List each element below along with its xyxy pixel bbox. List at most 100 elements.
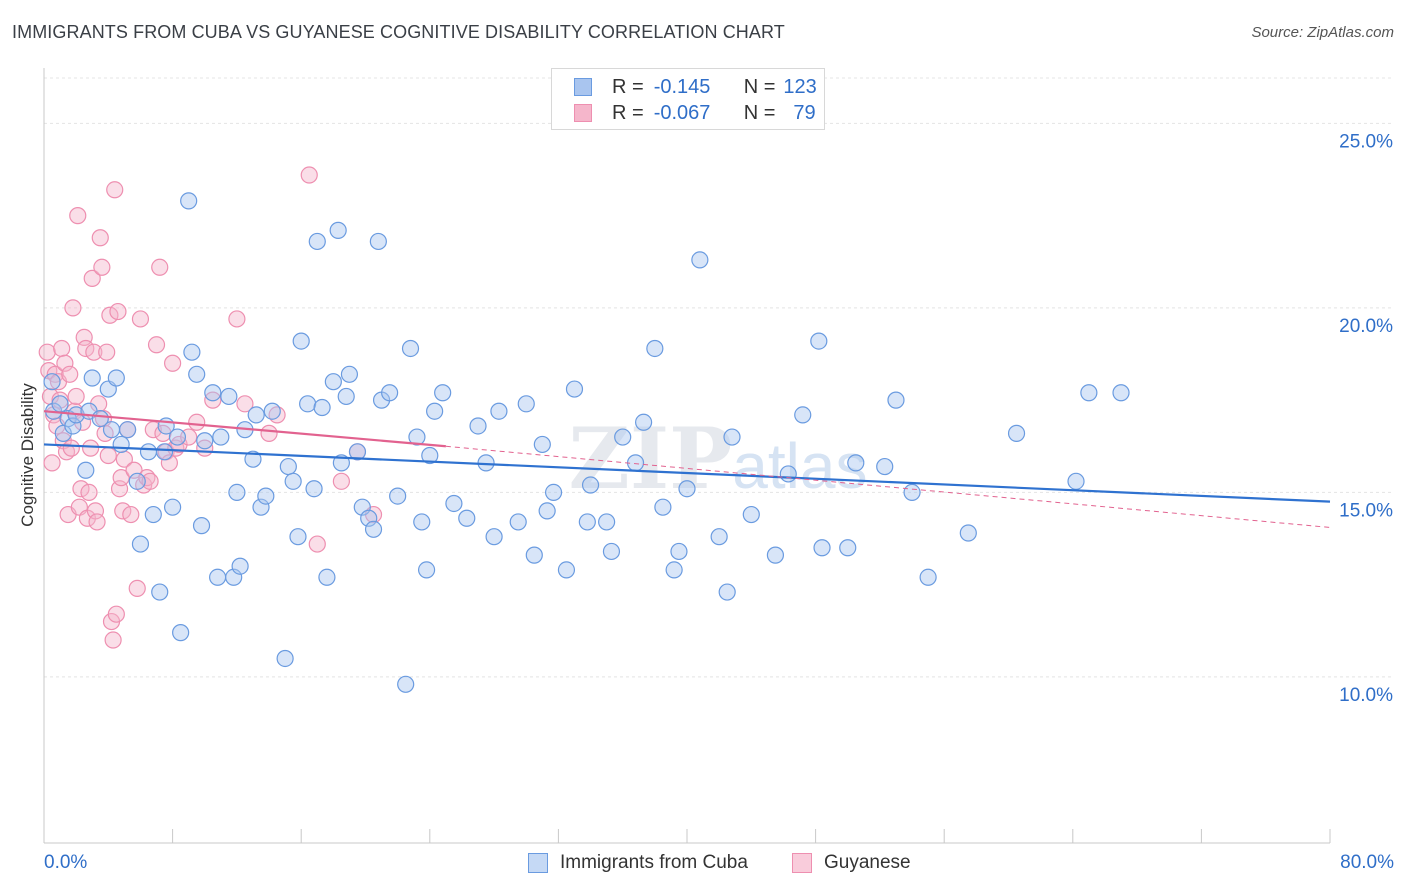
cuba-point <box>180 192 198 210</box>
cuba-point <box>43 373 61 391</box>
cuba-point <box>469 417 487 435</box>
cuba-point <box>139 443 158 461</box>
cuba-point <box>284 472 302 490</box>
cuba-trend-line <box>43 443 1331 503</box>
cuba-point <box>485 528 503 546</box>
guyanese-point <box>56 354 74 372</box>
r-value: -0.145 <box>653 75 711 98</box>
cuba-point <box>434 384 452 402</box>
guyanese-trend-extension <box>445 445 1331 528</box>
guyanese-point <box>164 354 182 372</box>
cuba-point <box>509 513 527 531</box>
cuba-legend-swatch <box>528 853 548 873</box>
n-label: N = <box>743 75 776 98</box>
cuba-point <box>417 561 436 579</box>
cuba-swatch <box>574 78 592 96</box>
cuba-point <box>112 435 130 454</box>
guyanese-point <box>147 336 166 354</box>
cuba-point <box>959 524 977 542</box>
cuba-point <box>204 384 222 402</box>
guyanese-point <box>53 339 71 358</box>
guyanese-point <box>80 483 98 502</box>
y-tick-label: 20.0% <box>1339 316 1393 337</box>
cuba-point <box>401 339 420 358</box>
cuba-point <box>128 472 146 490</box>
cuba-point <box>557 561 576 579</box>
cuba-point <box>779 465 797 483</box>
n-value: 123 <box>783 75 817 98</box>
guyanese-point <box>125 461 143 479</box>
cuba-point <box>381 384 399 402</box>
cuba-point <box>670 542 688 561</box>
cuba-point <box>183 343 201 361</box>
cuba-point <box>421 446 439 465</box>
n-label: N = <box>743 101 776 124</box>
trend-lines <box>43 410 1331 528</box>
r-value: -0.067 <box>653 101 711 124</box>
cuba-point <box>192 517 211 535</box>
cuba-point <box>525 546 543 564</box>
guyanese-point <box>112 469 130 487</box>
guyanese-point <box>67 387 85 406</box>
guyanese-point <box>83 269 101 287</box>
guyanese-point <box>98 343 116 361</box>
cuba-point <box>340 365 359 383</box>
cuba-point <box>292 332 310 350</box>
cuba-point <box>231 557 249 575</box>
cuba-point <box>329 221 347 239</box>
cuba-point <box>64 417 82 435</box>
legend-row-cuba: R = -0.145 N = 123 <box>574 74 817 100</box>
cuba-point <box>426 402 444 420</box>
cuba-point <box>887 391 905 409</box>
cuba-point <box>578 513 596 531</box>
cuba-point <box>718 583 736 601</box>
guyanese-point <box>64 299 82 317</box>
guyanese-trend-line <box>43 410 446 448</box>
guyanese-point <box>61 365 79 383</box>
y-tick-label: 15.0% <box>1339 500 1393 521</box>
cuba-point <box>813 539 831 557</box>
cuba-point <box>490 402 508 420</box>
cuba-point <box>602 542 621 561</box>
cuba-point <box>318 568 336 586</box>
cuba-point <box>305 480 323 498</box>
guyanese-point <box>308 535 326 553</box>
guyanese-point <box>122 505 140 524</box>
cuba-point <box>209 568 227 586</box>
guyanese-point <box>72 480 90 498</box>
cuba-point <box>876 457 894 476</box>
cuba-point <box>360 509 378 527</box>
cuba-point <box>1067 472 1085 490</box>
source-note: Source: ZipAtlas.com <box>1251 24 1394 41</box>
cuba-point <box>919 568 937 586</box>
guyanese-point <box>236 395 254 413</box>
cuba-point <box>324 373 342 391</box>
legend-item-cuba: Immigrants from Cuba <box>528 852 748 874</box>
x-tick-label-max: 80.0% <box>1340 852 1394 873</box>
guyanese-point <box>141 472 159 490</box>
cuba-point <box>168 428 187 446</box>
y-tick-label: 10.0% <box>1339 685 1393 706</box>
guyanese-point <box>88 513 106 531</box>
cuba-point <box>544 483 563 502</box>
cuba-point <box>313 398 331 417</box>
guyanese-legend-label: Guyanese <box>824 852 911 873</box>
y-tick-label: 25.0% <box>1339 131 1393 152</box>
cuba-point <box>263 402 281 420</box>
cuba-point <box>723 428 741 446</box>
cuba-point <box>766 546 785 564</box>
cuba-points <box>43 192 1130 693</box>
cuba-point <box>903 483 921 502</box>
guyanese-point <box>204 391 222 409</box>
cuba-point <box>279 457 297 476</box>
guyanese-point <box>114 502 132 520</box>
cuba-point <box>196 432 214 450</box>
cuba-point <box>742 505 760 524</box>
guyanese-point <box>93 258 111 276</box>
cuba-point <box>565 380 584 398</box>
guyanese-point <box>128 579 146 597</box>
cuba-point <box>810 332 828 350</box>
cuba-point <box>188 365 206 383</box>
guyanese-point <box>107 605 125 623</box>
guyanese-legend-swatch <box>792 853 812 873</box>
